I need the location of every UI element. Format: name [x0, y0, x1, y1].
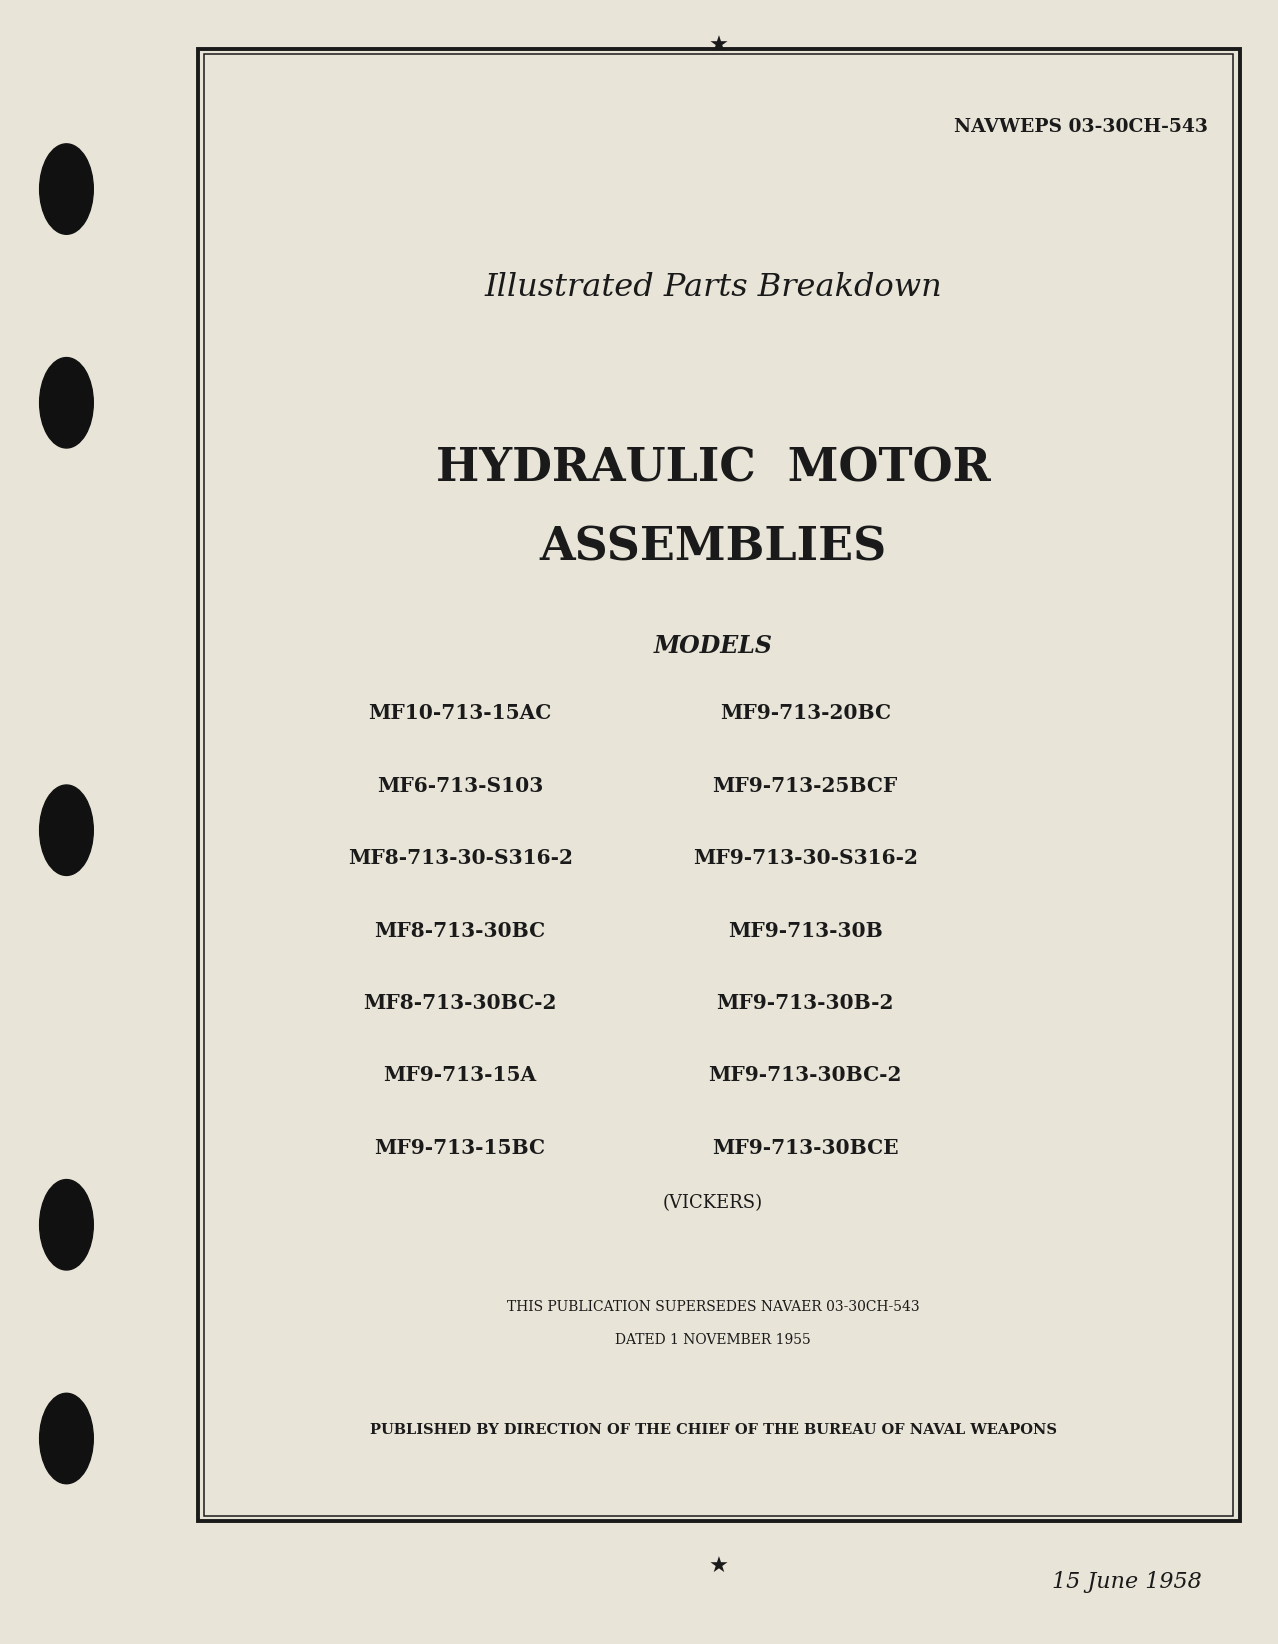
- Text: ASSEMBLIES: ASSEMBLIES: [539, 524, 887, 570]
- Text: MF9-713-15A: MF9-713-15A: [383, 1065, 537, 1085]
- Text: HYDRAULIC  MOTOR: HYDRAULIC MOTOR: [436, 446, 990, 492]
- Text: PUBLISHED BY DIRECTION OF THE CHIEF OF THE BUREAU OF NAVAL WEAPONS: PUBLISHED BY DIRECTION OF THE CHIEF OF T…: [369, 1424, 1057, 1437]
- Ellipse shape: [40, 143, 93, 233]
- Text: Illustrated Parts Breakdown: Illustrated Parts Breakdown: [484, 273, 942, 302]
- Text: MF9-713-30B: MF9-713-30B: [727, 921, 883, 940]
- Ellipse shape: [40, 786, 93, 875]
- Text: MF9-713-30BC-2: MF9-713-30BC-2: [708, 1065, 902, 1085]
- Text: MF9-713-20BC: MF9-713-20BC: [720, 704, 891, 723]
- Text: MF9-713-30BCE: MF9-713-30BCE: [712, 1138, 898, 1157]
- Text: MF9-713-30-S316-2: MF9-713-30-S316-2: [693, 848, 918, 868]
- Text: MF10-713-15AC: MF10-713-15AC: [368, 704, 552, 723]
- Text: ★: ★: [709, 1557, 728, 1577]
- Text: MF6-713-S103: MF6-713-S103: [377, 776, 543, 796]
- Text: NAVWEPS 03-30CH-543: NAVWEPS 03-30CH-543: [953, 118, 1208, 135]
- Text: 15 June 1958: 15 June 1958: [1052, 1570, 1201, 1593]
- Bar: [198, 49, 1240, 1521]
- Text: DATED 1 NOVEMBER 1955: DATED 1 NOVEMBER 1955: [615, 1333, 812, 1346]
- Ellipse shape: [40, 1394, 93, 1483]
- Text: THIS PUBLICATION SUPERSEDES NAVAER 03-30CH-543: THIS PUBLICATION SUPERSEDES NAVAER 03-30…: [507, 1300, 919, 1314]
- Text: MF9-713-25BCF: MF9-713-25BCF: [713, 776, 897, 796]
- Ellipse shape: [40, 357, 93, 447]
- Bar: [204, 54, 1233, 1516]
- Text: MF8-713-30BC-2: MF8-713-30BC-2: [363, 993, 557, 1013]
- Text: (VICKERS): (VICKERS): [663, 1195, 763, 1212]
- Text: MF8-713-30-S316-2: MF8-713-30-S316-2: [348, 848, 573, 868]
- Ellipse shape: [40, 1180, 93, 1269]
- Text: MF9-713-30B-2: MF9-713-30B-2: [717, 993, 893, 1013]
- Text: MF9-713-15BC: MF9-713-15BC: [374, 1138, 546, 1157]
- Text: ★: ★: [709, 36, 728, 56]
- Text: MODELS: MODELS: [653, 635, 773, 658]
- Text: MF8-713-30BC: MF8-713-30BC: [374, 921, 546, 940]
